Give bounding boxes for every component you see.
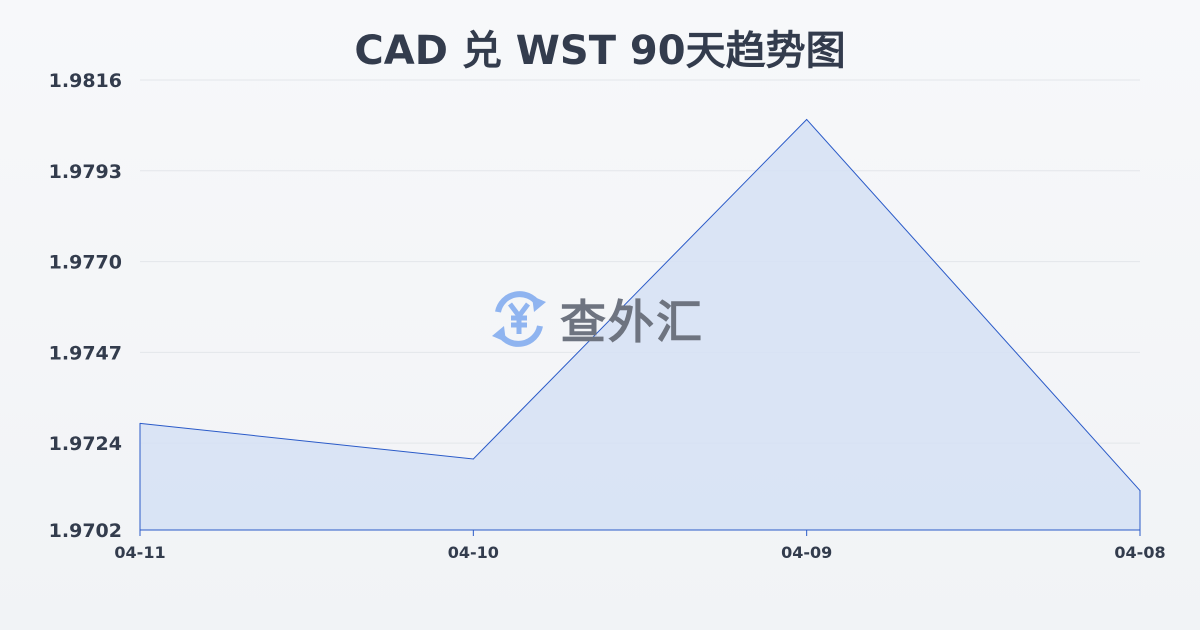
- watermark-text: 查外汇: [560, 295, 704, 349]
- y-tick-label: 1.9724: [49, 433, 122, 455]
- data-point: [139, 422, 141, 424]
- data-point: [806, 118, 808, 120]
- chart-title: CAD 兑 WST 90天趋势图: [354, 28, 846, 74]
- data-point: [472, 458, 474, 460]
- series-line: [139, 118, 1141, 491]
- x-tick-label: 04-10: [448, 543, 499, 562]
- y-tick-label: 1.9702: [49, 520, 122, 542]
- data-point: [1139, 490, 1141, 492]
- x-tick-label: 04-11: [114, 543, 165, 562]
- y-tick-label: 1.9770: [49, 252, 122, 274]
- y-tick-label: 1.9793: [49, 161, 122, 183]
- area-fill: [140, 119, 1140, 530]
- yen-exchange-icon: [492, 291, 546, 347]
- y-tick-label: 1.9816: [49, 70, 122, 92]
- x-tick-label: 04-09: [781, 543, 832, 562]
- watermark: 查外汇: [488, 286, 704, 352]
- x-tick-label: 04-08: [1114, 543, 1165, 562]
- y-tick-label: 1.9747: [49, 342, 122, 364]
